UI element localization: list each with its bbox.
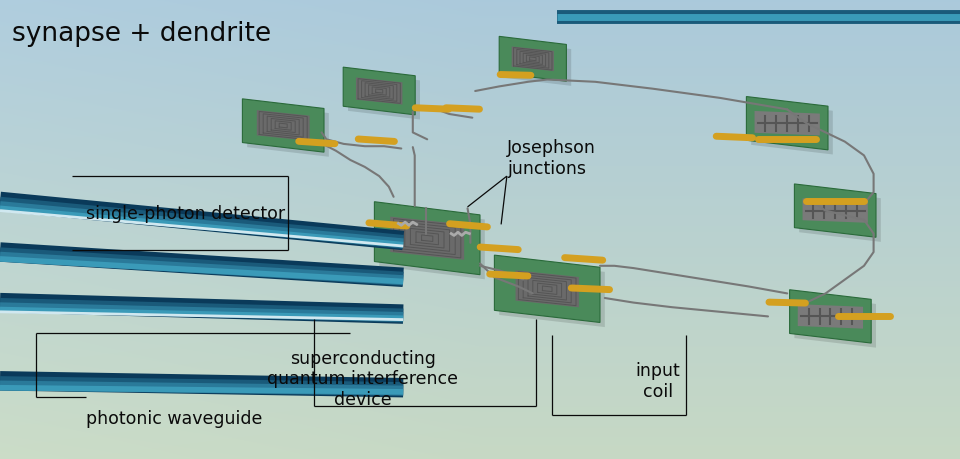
Polygon shape <box>356 78 402 106</box>
Polygon shape <box>504 42 571 87</box>
Text: superconducting
quantum interference
device: superconducting quantum interference dev… <box>268 349 458 409</box>
Text: Josephson
junctions: Josephson junctions <box>507 139 596 178</box>
Polygon shape <box>516 271 579 308</box>
Polygon shape <box>344 68 415 116</box>
Polygon shape <box>390 217 465 260</box>
Polygon shape <box>256 111 309 142</box>
Polygon shape <box>374 202 480 275</box>
Polygon shape <box>248 104 328 157</box>
Polygon shape <box>751 102 832 155</box>
Polygon shape <box>499 260 605 327</box>
Polygon shape <box>755 112 820 136</box>
Polygon shape <box>512 47 554 72</box>
Polygon shape <box>348 73 420 120</box>
Polygon shape <box>789 290 871 343</box>
Polygon shape <box>795 185 876 238</box>
Polygon shape <box>379 207 485 280</box>
Polygon shape <box>799 189 881 242</box>
Text: single-photon detector: single-photon detector <box>86 204 285 223</box>
Polygon shape <box>242 100 324 153</box>
Text: synapse + dendrite: synapse + dendrite <box>12 21 271 47</box>
Polygon shape <box>494 256 600 323</box>
Text: photonic waveguide: photonic waveguide <box>86 409 263 427</box>
Polygon shape <box>499 37 566 82</box>
Text: input
coil: input coil <box>636 362 680 400</box>
Polygon shape <box>747 97 828 151</box>
Polygon shape <box>795 295 876 348</box>
Polygon shape <box>803 199 868 224</box>
Polygon shape <box>798 304 863 329</box>
